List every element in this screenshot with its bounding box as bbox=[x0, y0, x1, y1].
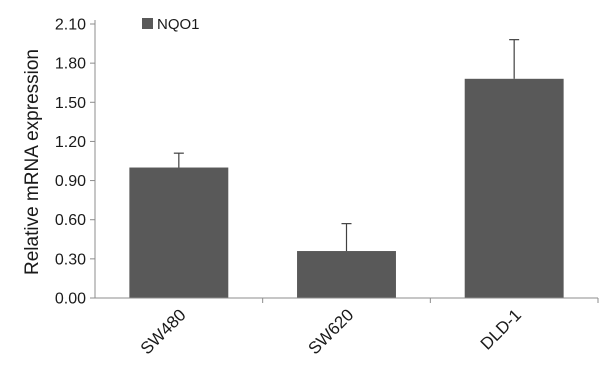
error-bar-sw480 bbox=[173, 152, 184, 168]
bar-sw480 bbox=[129, 167, 229, 298]
y-tick-label: 1.50 bbox=[55, 95, 86, 112]
x-tick-label: DLD-1 bbox=[477, 305, 525, 353]
y-tick-label: 0.30 bbox=[55, 251, 86, 268]
axes bbox=[94, 20, 599, 303]
y-tick-label: 1.80 bbox=[55, 56, 86, 73]
x-tick-label: SW620 bbox=[304, 305, 357, 358]
bars bbox=[129, 78, 564, 298]
legend-swatch bbox=[142, 18, 153, 29]
y-tick-label: 0.00 bbox=[55, 291, 86, 308]
y-tick-label: 0.60 bbox=[55, 212, 86, 229]
error-bar-dld-1 bbox=[509, 39, 520, 79]
error-bars bbox=[173, 39, 520, 252]
y-tick-label: 2.10 bbox=[55, 17, 86, 34]
y-tick-label: 1.20 bbox=[55, 134, 86, 151]
y-tick-label: 0.90 bbox=[55, 173, 86, 190]
error-bar-sw620 bbox=[341, 223, 352, 252]
bar-dld-1 bbox=[464, 78, 564, 298]
y-axis-title: Relative mRNA expression bbox=[22, 49, 43, 275]
y-axis-ticks: 0.00 0.30 0.60 0.90 1.20 1.50 1.80 2.10 bbox=[55, 17, 95, 308]
x-tick-label: SW480 bbox=[137, 305, 190, 358]
x-axis-labels: SW480 SW620 DLD-1 bbox=[137, 305, 525, 358]
legend: NQO1 bbox=[142, 16, 200, 33]
bar-sw620 bbox=[297, 251, 396, 298]
legend-label: NQO1 bbox=[157, 16, 200, 33]
